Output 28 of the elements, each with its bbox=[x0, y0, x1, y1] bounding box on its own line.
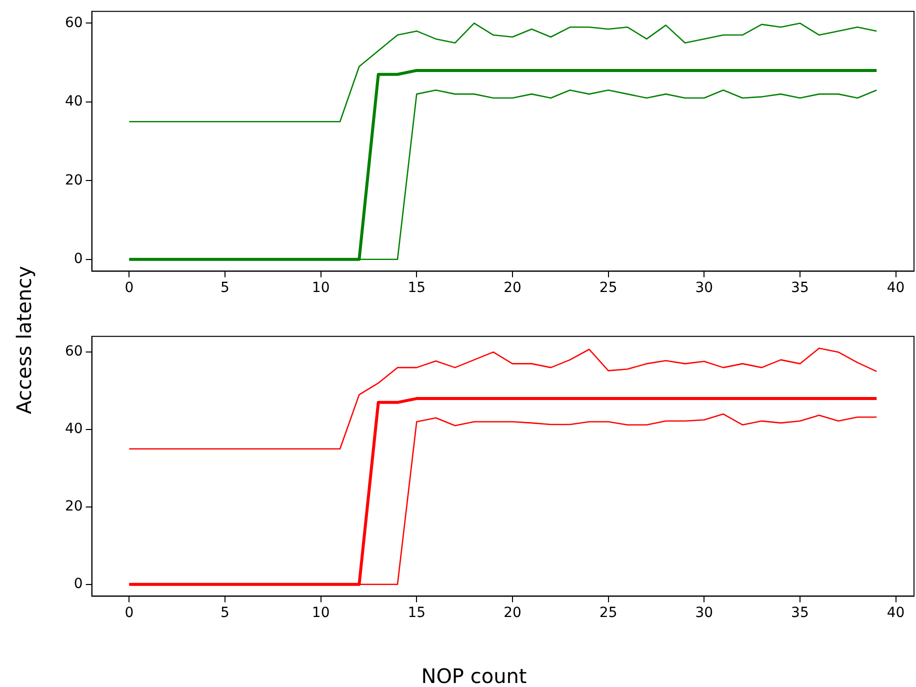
x-tick-label: 10 bbox=[312, 605, 330, 622]
x-axis-title: NOP count bbox=[421, 664, 527, 687]
x-tick-label: 15 bbox=[408, 605, 426, 622]
x-tick-label: 40 bbox=[886, 605, 905, 622]
y-tick-label: 0 bbox=[74, 576, 83, 592]
x-tick-label: 0 bbox=[124, 605, 134, 622]
x-tick-label: 35 bbox=[791, 280, 809, 296]
x-tick-label: 5 bbox=[220, 605, 230, 622]
x-tick-label: 5 bbox=[220, 280, 230, 296]
x-tick-label: 20 bbox=[504, 605, 522, 622]
x-tick-label: 10 bbox=[312, 280, 330, 296]
x-tick-label: 30 bbox=[695, 605, 714, 622]
x-tick-label: 0 bbox=[124, 280, 134, 296]
y-tick-label: 60 bbox=[64, 344, 83, 360]
y-tick-label: 40 bbox=[64, 421, 83, 438]
y-tick-label: 0 bbox=[74, 251, 83, 268]
y-tick-label: 60 bbox=[64, 14, 83, 31]
y-tick-label: 20 bbox=[64, 172, 83, 188]
x-tick-label: 40 bbox=[886, 280, 905, 296]
y-axis-title: Access latency bbox=[12, 266, 36, 414]
y-tick-label: 20 bbox=[64, 498, 83, 515]
x-tick-label: 35 bbox=[791, 605, 809, 622]
x-tick-label: 30 bbox=[695, 280, 714, 296]
x-tick-label: 15 bbox=[408, 280, 426, 296]
y-tick-label: 40 bbox=[64, 94, 83, 110]
x-tick-label: 25 bbox=[599, 280, 618, 296]
x-tick-label: 25 bbox=[599, 605, 618, 622]
x-tick-label: 20 bbox=[504, 280, 522, 296]
